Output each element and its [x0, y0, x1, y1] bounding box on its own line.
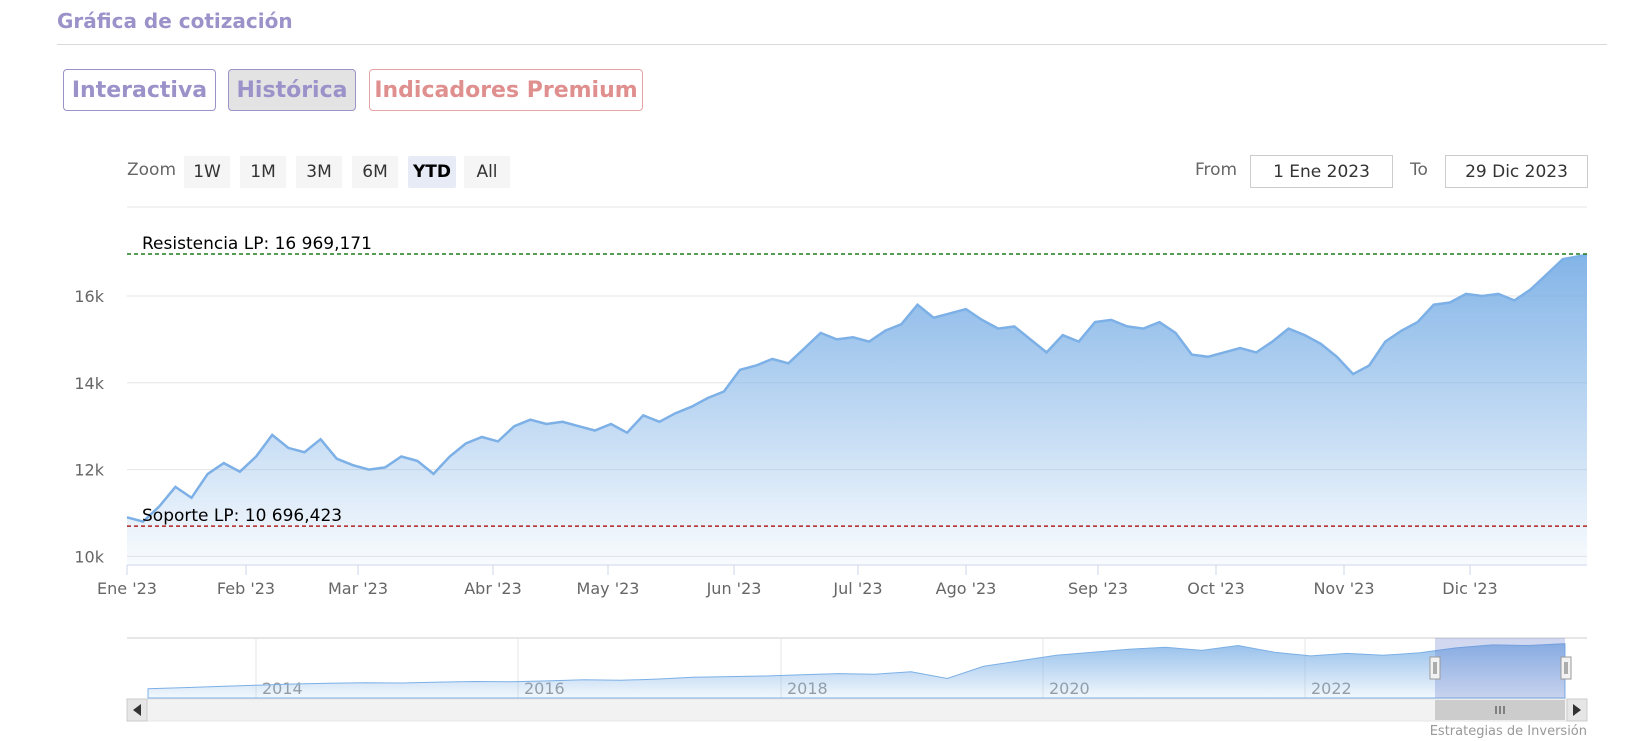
range-to-label: To [1410, 160, 1428, 180]
x-tick-label: Jul '23 [832, 579, 882, 598]
resistance-label: Resistencia LP: 16 969,171 [142, 234, 372, 254]
x-tick-label: Sep '23 [1068, 579, 1128, 598]
navigator-series [147, 643, 1566, 699]
y-tick-label: 12k [74, 461, 104, 480]
zoom-3m-button[interactable]: 3M [296, 156, 342, 188]
series-line [126, 253, 1588, 523]
navigator-selected-range[interactable] [1435, 638, 1565, 698]
scrollbar-track[interactable] [126, 698, 1588, 722]
x-tick-label: Ene '23 [97, 579, 157, 598]
zoom-1m-button[interactable]: 1M [240, 156, 286, 188]
page-title: Gráfica de cotización [57, 9, 293, 33]
zoom-all-button[interactable]: All [464, 156, 510, 188]
x-tick-label: Feb '23 [217, 579, 275, 598]
zoom-6m-button[interactable]: 6M [352, 156, 398, 188]
navigator-right-handle[interactable] [1560, 656, 1572, 680]
x-tick-label: May '23 [577, 579, 640, 598]
x-tick-label: Oct '23 [1187, 579, 1245, 598]
range-from-label: From [1195, 160, 1238, 180]
navigator-left-handle[interactable] [1429, 656, 1441, 680]
x-tick-label: Ago '23 [936, 579, 997, 598]
x-tick-label: Nov '23 [1313, 579, 1374, 598]
tab-historica[interactable]: Histórica [228, 69, 356, 111]
caret-left-icon [133, 704, 141, 716]
y-tick-label: 14k [74, 374, 104, 393]
range-to-input[interactable] [1445, 155, 1588, 188]
range-from-input[interactable] [1250, 155, 1393, 188]
x-tick-label: Jun '23 [706, 579, 762, 598]
scrollbar[interactable] [126, 698, 1588, 722]
tab-interactiva[interactable]: Interactiva [63, 69, 216, 111]
title-divider [57, 44, 1607, 45]
zoom-1w-button[interactable]: 1W [184, 156, 230, 188]
zoom-ytd-button[interactable]: YTD [408, 156, 456, 188]
x-tick-label: Abr '23 [464, 579, 522, 598]
navigator[interactable]: 20142016201820202022 [127, 637, 1587, 699]
y-tick-label: 16k [74, 287, 104, 306]
tab-indicadores-premium[interactable]: Indicadores Premium [369, 69, 643, 111]
chart-credit[interactable]: Estrategias de Inversión [1430, 724, 1587, 739]
x-tick-label: Mar '23 [328, 579, 388, 598]
caret-right-icon [1573, 704, 1581, 716]
y-tick-label: 10k [74, 547, 104, 566]
x-tick-label: Dic '23 [1442, 579, 1497, 598]
zoom-label: Zoom [127, 160, 177, 180]
support-label: Soporte LP: 10 696,423 [142, 506, 342, 526]
series-area [127, 254, 1587, 566]
